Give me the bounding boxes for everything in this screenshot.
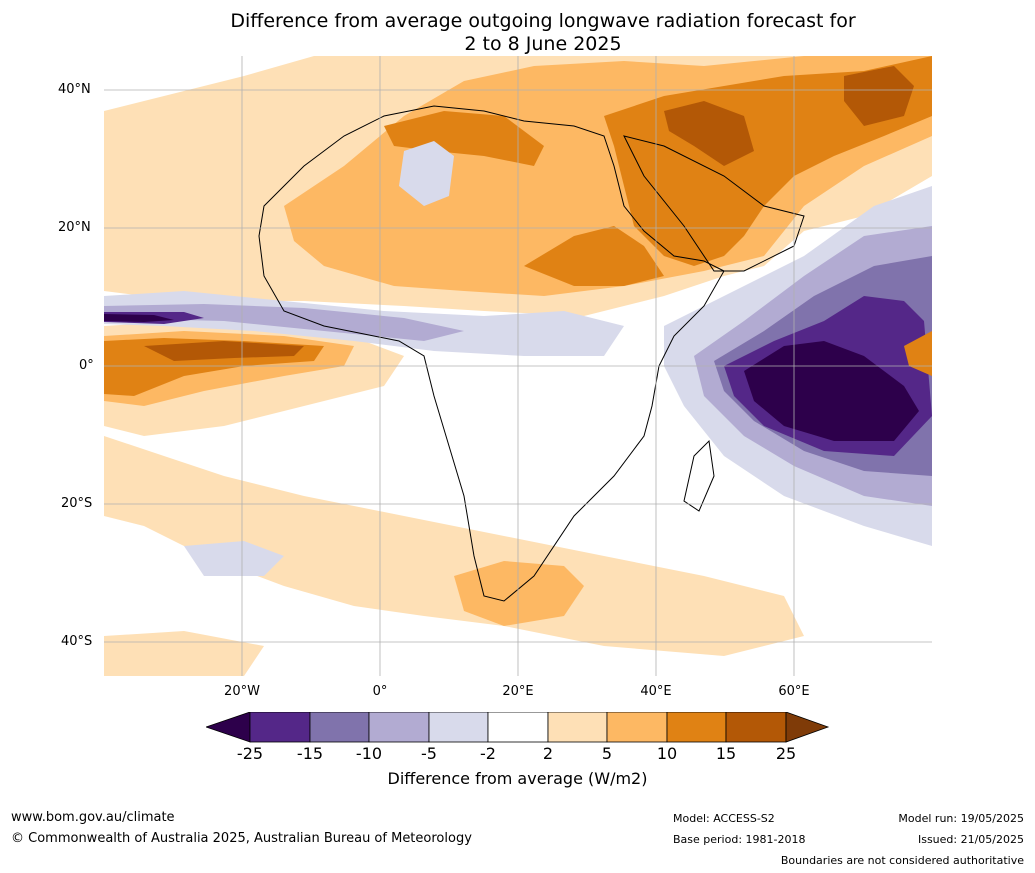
colorbar-tick-neg2: -2: [480, 744, 496, 763]
colorbar-tick-neg15: -15: [296, 744, 324, 763]
anomaly-region-south-africa: [454, 561, 584, 626]
graticule: [104, 56, 932, 676]
lon-label-0: 0°: [372, 684, 388, 699]
anomaly-region-iran: [664, 101, 754, 166]
lat-label-40s: 40°S: [61, 634, 93, 649]
anomaly-region-sahara-blue: [399, 141, 454, 206]
colorbar-bin-7: [606, 712, 668, 743]
footer-copyright: © Commonwealth of Australia 2025, Austra…: [11, 831, 472, 846]
anomaly-region-bengal: [904, 331, 932, 376]
colorbar-tick-10: 10: [656, 744, 678, 763]
footer-model: Model: ACCESS-S2: [673, 812, 775, 825]
footer-boundaries-note: Boundaries are not considered authoritat…: [780, 854, 1024, 867]
footer-base-period: Base period: 1981-2018: [673, 833, 806, 846]
colorbar-tick-25: 25: [775, 744, 797, 763]
anomaly-region-north-africa: [384, 111, 544, 166]
colorbar: [206, 712, 830, 743]
title-line-1: Difference from average outgoing longwav…: [230, 10, 856, 32]
colorbar-tick-neg5: -5: [421, 744, 437, 763]
colorbar-label: Difference from average (W/m2): [387, 769, 648, 788]
map-title: Difference from average outgoing longwav…: [0, 10, 1035, 56]
colorbar-tick-15: 15: [715, 744, 737, 763]
map-area: [104, 56, 932, 676]
colorbar-bin-4: [428, 712, 489, 743]
anomaly-region-south-blue: [184, 541, 284, 576]
colorbar-bin-8: [666, 712, 727, 743]
colorbar-tick-5: 5: [601, 744, 613, 763]
colorbar-below-min: [206, 712, 251, 743]
lon-label-20w: 20°W: [224, 684, 260, 699]
colorbar-tick-2: 2: [542, 744, 554, 763]
anomaly-region-central-asia: [844, 66, 914, 126]
colorbar-tick-neg10: -10: [355, 744, 383, 763]
anomaly-region-gulf-guinea-purple: [104, 304, 464, 341]
anomaly-region-south-light: [104, 436, 804, 656]
anomaly-map: [104, 56, 932, 676]
footer-issued: Issued: 21/05/2025: [917, 833, 1024, 846]
lat-label-20s: 20°S: [61, 496, 93, 511]
title-line-2: 2 to 8 June 2025: [464, 33, 622, 55]
colorbar-bin-2: [309, 712, 370, 743]
anomaly-region-west-darkest: [104, 314, 174, 322]
coastline-madagascar: [683, 439, 715, 512]
colorbar-bin-1: [249, 712, 311, 743]
lon-label-60e: 60°E: [778, 684, 810, 699]
colorbar-bin-9: [725, 712, 787, 743]
colorbar-bin-5: [487, 712, 549, 743]
colorbar-bin-3: [368, 712, 430, 743]
lat-label-20n: 20°N: [58, 220, 91, 235]
footer-model-run: Model run: 19/05/2025: [898, 812, 1024, 825]
anomaly-region-atlantic-darkest: [144, 341, 304, 361]
footer-website: www.bom.gov.au/climate: [11, 810, 175, 825]
lat-label-40n: 40°N: [58, 82, 91, 97]
coastline-africa: [258, 105, 725, 602]
colorbar-above-max: [785, 712, 830, 743]
colorbar-bin-6: [547, 712, 608, 743]
anomaly-region-sahel: [524, 226, 664, 286]
colorbar-tick-neg25: -25: [236, 744, 264, 763]
lat-label-0: 0°: [79, 358, 94, 373]
lon-label-40e: 40°E: [640, 684, 672, 699]
lon-label-20e: 20°E: [502, 684, 534, 699]
